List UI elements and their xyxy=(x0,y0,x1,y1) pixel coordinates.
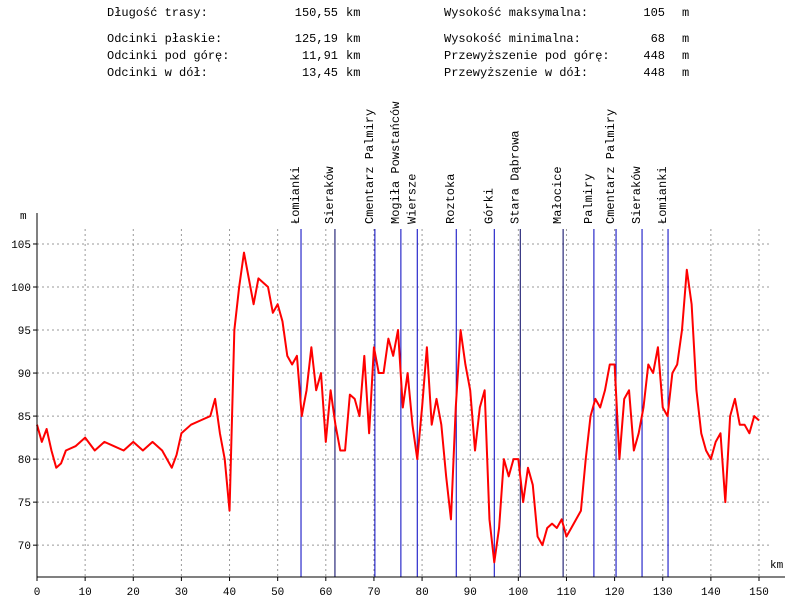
x-tick-label: 30 xyxy=(175,587,188,599)
stat-label: Odcinki w dół: xyxy=(107,66,208,80)
x-axis-label: km xyxy=(770,560,784,572)
x-tick-label: 150 xyxy=(749,587,769,599)
waypoint-label: Łomianki xyxy=(289,166,303,224)
stat-value: 150,55 xyxy=(295,6,338,20)
x-tick-label: 140 xyxy=(701,587,721,599)
stat-value: 105 xyxy=(643,6,665,20)
stat-value: 448 xyxy=(643,66,665,80)
waypoint-label: Łomianki xyxy=(656,166,670,224)
stat-label: Przewyższenie pod górę: xyxy=(444,49,610,63)
stat-value: 125,19 xyxy=(295,32,338,46)
stat-label: Odcinki pod górę: xyxy=(107,49,229,63)
x-tick-label: 100 xyxy=(508,587,528,599)
stat-value: 448 xyxy=(643,49,665,63)
y-tick-label: 100 xyxy=(11,283,31,295)
x-tick-label: 10 xyxy=(79,587,92,599)
waypoint-label: Roztoka xyxy=(444,174,458,224)
stat-label: Odcinki płaskie: xyxy=(107,32,222,46)
waypoint-label: Stara Dąbrowa xyxy=(508,130,522,224)
stat-unit: km xyxy=(346,6,360,20)
y-tick-label: 95 xyxy=(18,326,31,338)
waypoint-label: Sieraków xyxy=(630,166,644,224)
x-tick-label: 70 xyxy=(367,587,380,599)
stat-label: Wysokość maksymalna: xyxy=(444,6,588,20)
stat-value: 11,91 xyxy=(302,49,338,63)
stat-label: Wysokość minimalna: xyxy=(444,32,581,46)
x-tick-label: 60 xyxy=(319,587,332,599)
y-tick-label: 85 xyxy=(18,412,31,424)
stat-unit: km xyxy=(346,32,360,46)
waypoint-label: Górki xyxy=(482,188,496,224)
y-tick-label: 70 xyxy=(18,541,31,553)
waypoint-label: Sieraków xyxy=(323,166,337,224)
x-tick-label: 110 xyxy=(557,587,577,599)
y-tick-label: 90 xyxy=(18,369,31,381)
y-tick-label: 80 xyxy=(18,455,31,467)
x-tick-label: 20 xyxy=(127,587,140,599)
x-tick-label: 120 xyxy=(605,587,625,599)
waypoint-label: Mogiła Powstańców xyxy=(389,101,403,224)
stat-unit: m xyxy=(682,6,689,20)
waypoint-label: Palmiry xyxy=(582,174,596,224)
waypoint-label: Cmentarz Palmiry xyxy=(604,109,618,224)
waypoint-label: Małocice xyxy=(551,166,565,224)
x-tick-label: 40 xyxy=(223,587,236,599)
stat-unit: m xyxy=(682,66,689,80)
elevation-line xyxy=(36,251,760,564)
x-tick-label: 50 xyxy=(271,587,284,599)
x-tick-label: 90 xyxy=(464,587,477,599)
x-tick-label: 130 xyxy=(653,587,673,599)
stat-value: 13,45 xyxy=(302,66,338,80)
stat-unit: km xyxy=(346,49,360,63)
waypoint-label: Cmentarz Palmiry xyxy=(363,109,377,224)
stat-label: Długość trasy: xyxy=(107,6,208,20)
stat-value: 68 xyxy=(651,32,665,46)
stat-label: Przewyższenie w dół: xyxy=(444,66,588,80)
stat-unit: m xyxy=(682,32,689,46)
x-tick-label: 0 xyxy=(34,587,41,599)
stat-unit: km xyxy=(346,66,360,80)
y-axis-label: m xyxy=(20,211,27,223)
y-tick-label: 105 xyxy=(11,240,31,252)
y-tick-label: 75 xyxy=(18,498,31,510)
stat-unit: m xyxy=(682,49,689,63)
waypoint-label: Wiersze xyxy=(405,174,419,224)
x-tick-label: 80 xyxy=(415,587,428,599)
